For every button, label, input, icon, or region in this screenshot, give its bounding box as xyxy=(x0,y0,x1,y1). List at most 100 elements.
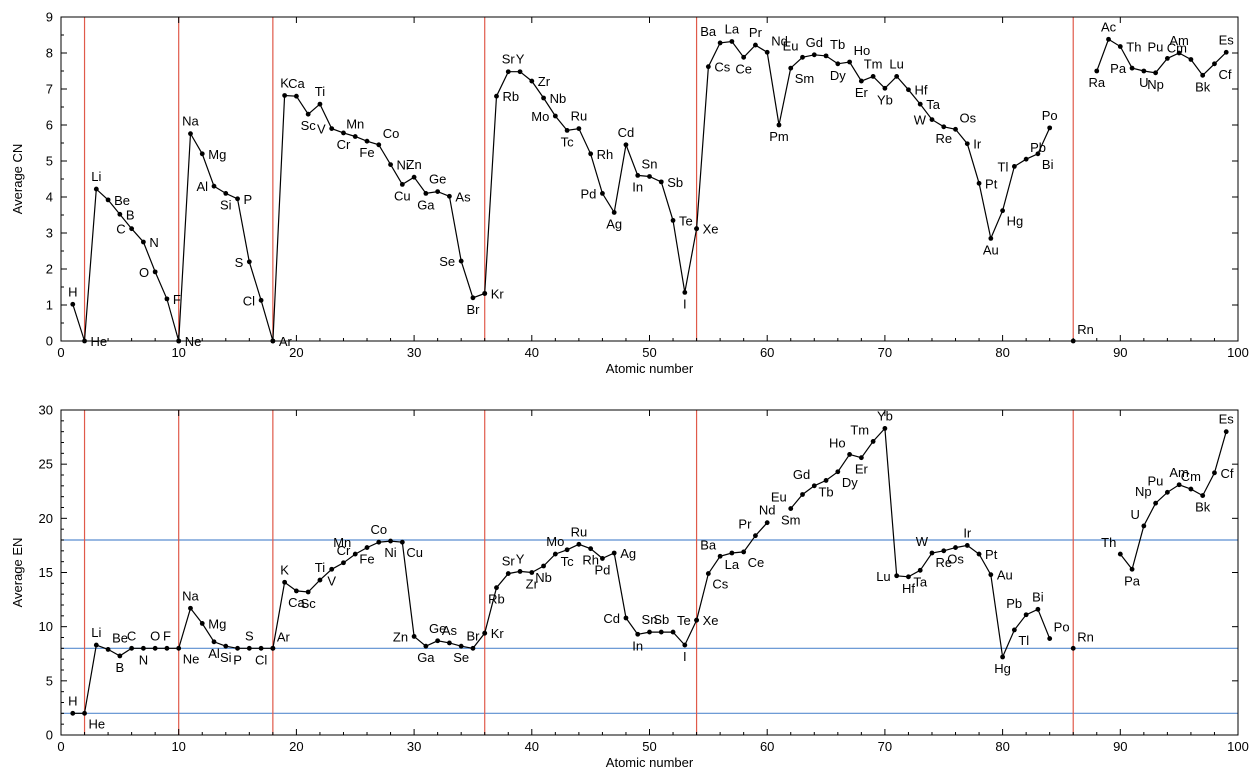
data-point xyxy=(140,645,146,651)
data-point xyxy=(435,189,441,195)
data-point xyxy=(788,506,794,511)
y-tick-label: 9 xyxy=(46,10,53,25)
element-label: Cl xyxy=(243,293,255,308)
data-point xyxy=(541,563,546,569)
element-label: Te xyxy=(679,213,693,228)
element-label: Am xyxy=(1169,465,1189,480)
element-label: Ir xyxy=(973,137,982,152)
element-label: C xyxy=(127,628,136,643)
x-tick-label: 10 xyxy=(171,739,185,754)
x-tick-label: 0 xyxy=(57,345,64,360)
data-point xyxy=(105,647,111,652)
element-label: Tm xyxy=(850,422,869,437)
series-line-segment xyxy=(484,71,698,294)
element-label: Am xyxy=(1169,33,1189,48)
data-point xyxy=(823,53,829,59)
element-label: Ga xyxy=(417,650,435,665)
cn-panel: 0 10 20 30 40 50 60 70 80 90 100 0 1 2 3 4 5 6 7 8 9 Atomic n… xyxy=(10,10,1249,377)
element-label: Cu xyxy=(394,188,411,203)
series-line-segment xyxy=(178,131,274,342)
data-point xyxy=(270,645,276,651)
x-tick-label: 60 xyxy=(760,345,774,360)
element-label: Sm xyxy=(781,513,801,528)
element-label: Cm xyxy=(1167,40,1187,55)
x-tick-label: 90 xyxy=(1113,345,1127,360)
data-point xyxy=(364,545,370,550)
data-point xyxy=(1047,125,1053,131)
data-point xyxy=(953,126,958,132)
data-point xyxy=(305,589,311,595)
element-label: Np xyxy=(1135,484,1152,499)
data-point xyxy=(176,645,182,651)
data-point xyxy=(211,183,217,189)
element-label: Tb xyxy=(830,37,845,52)
data-point xyxy=(140,239,146,245)
element-label: B xyxy=(116,660,125,675)
data-point xyxy=(611,550,617,556)
data-point xyxy=(517,569,523,574)
element-label: Nb xyxy=(535,570,552,585)
data-point xyxy=(470,645,476,651)
element-label: Pa xyxy=(1110,61,1127,76)
plot-frame xyxy=(60,409,1239,736)
data-point xyxy=(1023,612,1029,618)
data-point xyxy=(917,101,923,107)
element-label: Cd xyxy=(603,611,620,626)
element-label: Se xyxy=(453,650,469,665)
data-point xyxy=(753,42,758,48)
data-point xyxy=(482,630,488,636)
x-tick-label: 100 xyxy=(1227,739,1249,754)
data-point xyxy=(529,570,535,575)
element-label: O xyxy=(150,628,160,643)
data-point xyxy=(611,210,617,215)
data-point xyxy=(458,643,464,649)
element-label: Pr xyxy=(738,517,752,532)
element-label: Mn xyxy=(333,535,351,550)
element-label: La xyxy=(725,557,740,572)
data-point xyxy=(282,579,288,585)
data-point xyxy=(647,174,652,179)
element-label: Pt xyxy=(985,176,998,191)
data-point xyxy=(764,520,770,526)
y-tick-label: 15 xyxy=(39,565,53,580)
data-point xyxy=(600,556,605,561)
data-point xyxy=(105,197,111,203)
element-label: Rb xyxy=(488,592,505,607)
element-label: Kr xyxy=(491,626,505,641)
element-label: Bk xyxy=(1195,79,1211,94)
element-label: Zn xyxy=(407,157,422,172)
element-label: Yb xyxy=(877,408,893,423)
element-label: Sb xyxy=(667,175,683,190)
data-point xyxy=(1200,493,1206,498)
data-point xyxy=(941,124,947,130)
y-tick-label: 30 xyxy=(39,403,53,418)
element-label: S xyxy=(245,628,254,643)
y-tick-label: 6 xyxy=(46,118,53,133)
data-point xyxy=(835,469,841,475)
element-label: Tc xyxy=(561,134,575,149)
x-tick-label: 100 xyxy=(1227,345,1249,360)
data-point xyxy=(658,629,664,635)
element-label: Ni xyxy=(397,158,409,173)
data-point xyxy=(82,710,87,716)
data-point xyxy=(341,560,346,566)
element-label: F xyxy=(163,628,171,643)
data-point xyxy=(435,638,441,644)
data-point xyxy=(399,182,405,187)
data-point xyxy=(964,141,970,147)
data-point xyxy=(670,629,676,635)
element-label: Lu xyxy=(876,569,890,584)
element-label: Ga xyxy=(417,197,435,212)
data-point xyxy=(882,85,888,91)
x-tick-label: 30 xyxy=(407,739,421,754)
data-point xyxy=(682,290,688,295)
data-point xyxy=(152,645,158,651)
data-point xyxy=(1188,57,1194,62)
data-point xyxy=(564,547,570,553)
data-point xyxy=(906,87,911,93)
data-point xyxy=(517,69,523,75)
data-point xyxy=(835,61,841,67)
element-label: Re xyxy=(935,555,952,570)
data-point xyxy=(1011,164,1017,169)
data-point xyxy=(482,291,488,296)
